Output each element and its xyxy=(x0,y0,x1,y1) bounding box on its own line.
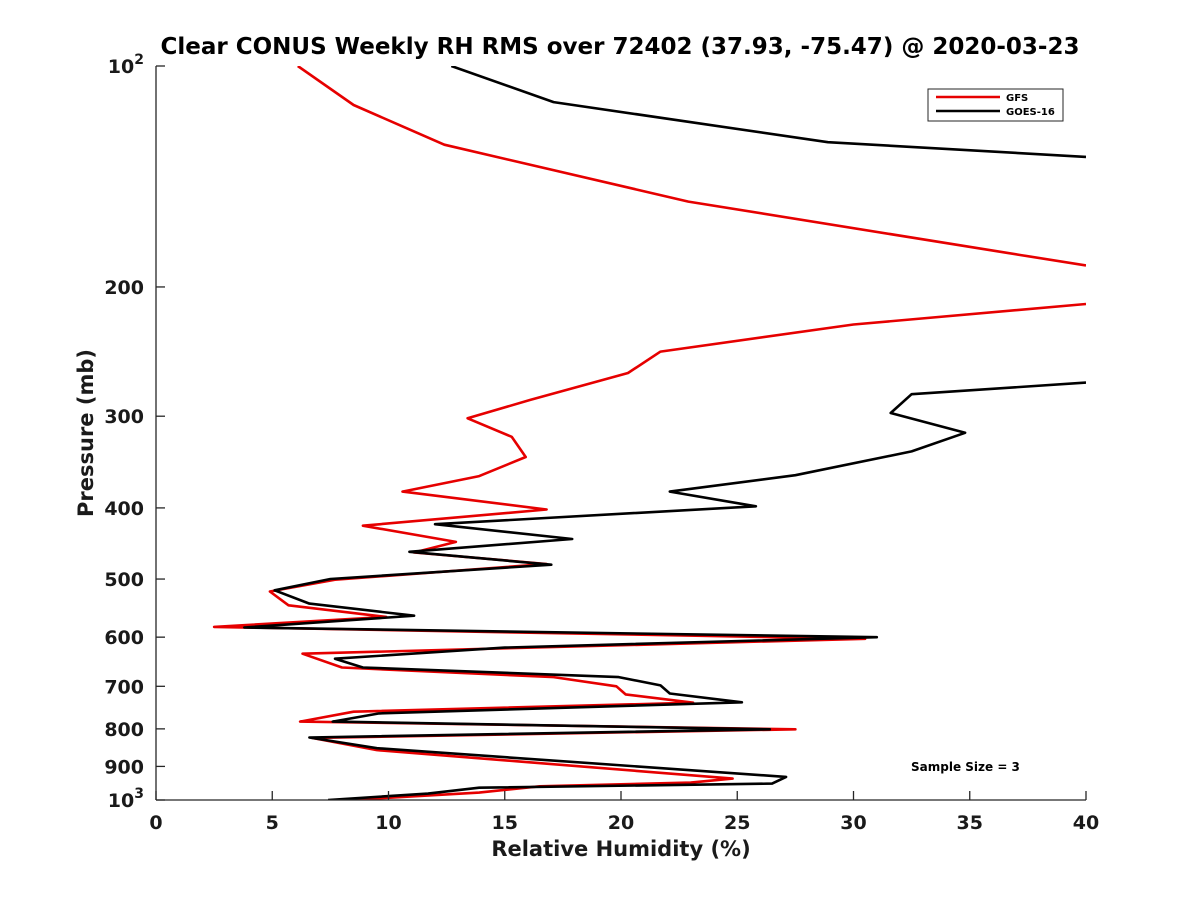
y-tick-label: 700 xyxy=(104,676,144,698)
legend-label-gfs: GFS xyxy=(1006,93,1028,104)
legend-label-goes16: GOES-16 xyxy=(1006,107,1055,118)
y-ticks: 102 200 300 400 500 600 700 800 900 103 xyxy=(104,52,165,812)
x-ticks: 0 5 10 15 20 25 30 35 40 xyxy=(149,791,1099,834)
x-axis-label: Relative Humidity (%) xyxy=(491,837,750,861)
y-tick-label: 300 xyxy=(104,406,144,428)
y-tick-label: 200 xyxy=(104,277,144,299)
series-line-gfs xyxy=(212,66,1086,800)
y-tick-label: 102 xyxy=(108,52,144,78)
y-axis-label: Pressure (mb) xyxy=(74,349,98,517)
legend-box xyxy=(927,88,1064,122)
y-tick-label: 800 xyxy=(104,719,144,741)
y-tick-label: 400 xyxy=(104,498,144,520)
x-tick-label: 30 xyxy=(840,812,866,834)
legend: GFS GOES-16 xyxy=(927,88,1064,122)
y-tick-label: 103 xyxy=(108,786,144,812)
chart-title: Clear CONUS Weekly RH RMS over 72402 (37… xyxy=(161,34,1080,60)
x-tick-label: 0 xyxy=(149,812,162,834)
x-tick-label: 20 xyxy=(608,812,634,834)
x-tick-label: 15 xyxy=(492,812,518,834)
y-tick-label: 500 xyxy=(104,569,144,591)
y-tick-label: 900 xyxy=(104,756,144,778)
y-tick-label: 600 xyxy=(104,627,144,649)
sample-size-annotation: Sample Size = 3 xyxy=(911,760,1020,774)
series-line-goes16 xyxy=(243,66,1086,800)
x-tick-label: 10 xyxy=(375,812,401,834)
x-tick-label: 40 xyxy=(1073,812,1099,834)
plot-area xyxy=(212,66,1086,800)
x-tick-label: 5 xyxy=(266,812,279,834)
x-tick-label: 25 xyxy=(724,812,750,834)
x-tick-label: 35 xyxy=(957,812,983,834)
